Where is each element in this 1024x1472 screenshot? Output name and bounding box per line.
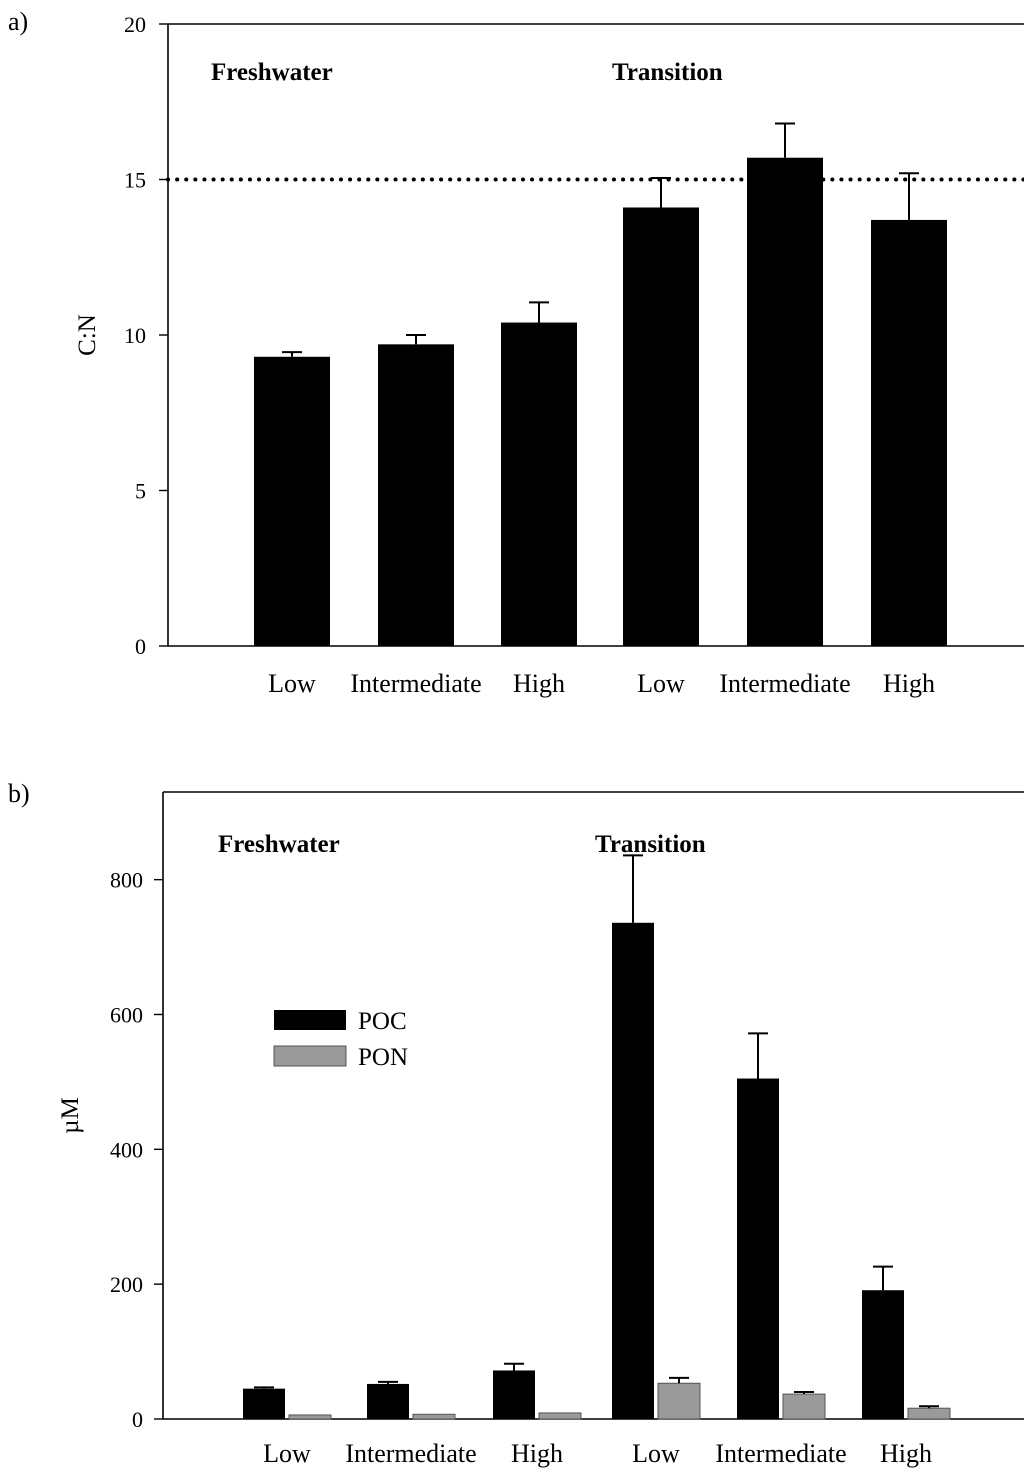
- panel-b: b) 0 200 400 600 800 µM Low Intermediate High Low I…: [8, 779, 1024, 1468]
- group-label: Freshwater: [218, 831, 340, 858]
- bar-poc: [367, 1383, 409, 1419]
- y-tick-label: 600: [110, 1002, 143, 1027]
- y-tick-label: 800: [110, 868, 143, 893]
- y-tick-label: 5: [135, 479, 146, 504]
- bar-pon: [907, 1407, 951, 1420]
- bar-poc: [737, 1078, 779, 1419]
- legend-swatch-pon: [273, 1045, 347, 1067]
- panel-label: b): [8, 779, 30, 808]
- y-tick-label: 10: [124, 323, 146, 348]
- y-axis-title: µM: [57, 1097, 84, 1134]
- bar-poc: [612, 922, 654, 1419]
- y-tick-label: 400: [110, 1137, 143, 1162]
- group-label: Transition: [595, 831, 706, 858]
- legend-label-pon: PON: [358, 1044, 408, 1071]
- category-label: Intermediate: [715, 1439, 846, 1468]
- bar: [378, 344, 454, 646]
- y-tick-label: 0: [135, 634, 146, 659]
- y-tick-label: 0: [132, 1407, 143, 1432]
- y-tick-label: 15: [124, 168, 146, 193]
- category-label: High: [883, 669, 935, 698]
- y-tick-label: 20: [124, 12, 146, 37]
- bar: [254, 356, 330, 646]
- category-label: Low: [268, 669, 316, 698]
- bar-pon: [288, 1414, 332, 1420]
- category-label: Intermediate: [350, 669, 481, 698]
- category-label: Intermediate: [719, 669, 850, 698]
- bar: [747, 157, 823, 647]
- bar-poc: [243, 1388, 285, 1419]
- bar-pon: [657, 1382, 701, 1420]
- category-label: High: [513, 669, 565, 698]
- category-label: Low: [263, 1439, 311, 1468]
- y-axis-title: C:N: [74, 314, 101, 356]
- legend-swatch-poc: [274, 1010, 346, 1030]
- legend: POC PON: [273, 1008, 408, 1071]
- category-label: High: [511, 1439, 563, 1468]
- bar-pon: [538, 1412, 582, 1420]
- category-label: High: [880, 1439, 932, 1468]
- bar-pon: [412, 1413, 456, 1420]
- panel-a: a) 0 5 10 15 20 C:N Low Intermediate High Low Inter…: [8, 7, 1024, 698]
- bar: [623, 207, 699, 647]
- bar-poc: [493, 1370, 535, 1419]
- bar: [501, 322, 577, 646]
- y-tick-label: 200: [110, 1272, 143, 1297]
- group-label: Transition: [612, 59, 723, 86]
- bar-pon: [782, 1393, 826, 1420]
- category-label: Low: [637, 669, 685, 698]
- bar-poc: [862, 1290, 904, 1419]
- bar: [871, 219, 947, 646]
- panel-label: a): [8, 7, 28, 36]
- category-label: Intermediate: [345, 1439, 476, 1468]
- legend-label-poc: POC: [358, 1008, 407, 1035]
- group-label: Freshwater: [211, 59, 333, 86]
- category-label: Low: [632, 1439, 680, 1468]
